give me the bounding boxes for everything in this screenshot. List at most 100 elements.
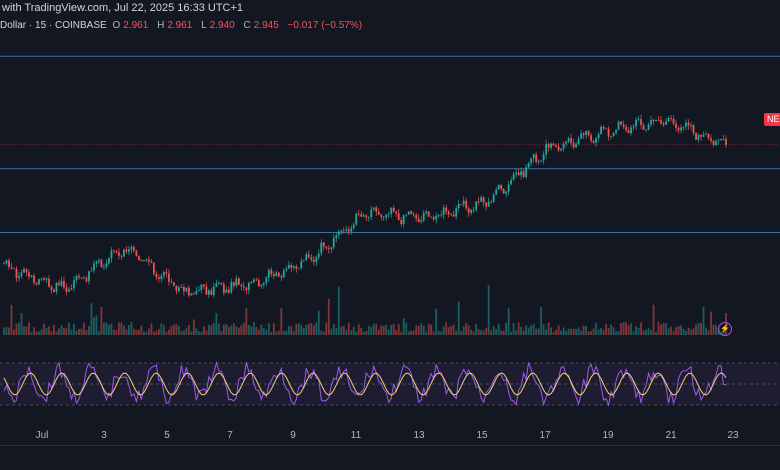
candle-body: [407, 211, 410, 215]
volume-bar: [372, 323, 375, 335]
candle-body: [150, 261, 153, 263]
candle-body: [33, 275, 35, 283]
volume-bar: [500, 330, 503, 335]
candle-body: [197, 289, 200, 291]
volume-bar: [402, 318, 405, 335]
candle-body: [35, 282, 38, 285]
candle-body: [617, 121, 620, 130]
ohlc-change: −0.017 (−0.57%): [287, 20, 363, 31]
volume-bar: [88, 326, 90, 335]
candle-body: [482, 197, 485, 203]
volume-bar: [567, 328, 570, 335]
volume-bar: [502, 330, 505, 335]
candle-body: [50, 286, 53, 290]
candle-body: [685, 122, 687, 127]
volume-bar: [352, 327, 355, 335]
volume-bar: [215, 313, 218, 335]
volume-bar: [55, 331, 58, 335]
volume-bar: [600, 328, 602, 335]
volume-bar: [492, 326, 495, 335]
volume-bar: [138, 329, 140, 335]
candle-body: [492, 194, 495, 203]
volume-bar: [400, 331, 403, 335]
candle-body: [300, 261, 303, 269]
volume-bar: [580, 330, 583, 335]
candle-body: [490, 201, 493, 203]
volume-bar: [123, 325, 125, 335]
candle-body: [515, 172, 518, 175]
time-axis-label: 19: [602, 430, 614, 441]
candle-body: [387, 213, 390, 215]
volume-bar: [305, 324, 308, 335]
candle-body: [467, 208, 470, 213]
volume-bar: [33, 327, 35, 335]
candle-body: [592, 140, 595, 143]
volume-bar: [587, 331, 590, 335]
candle-body: [227, 289, 230, 293]
lightning-icon[interactable]: ⚡: [718, 322, 732, 336]
volume-bar: [417, 326, 420, 335]
volume-bar: [220, 331, 223, 335]
volume-bar: [610, 324, 612, 335]
volume-bar: [390, 324, 393, 335]
candle-body: [445, 207, 448, 212]
candle-body: [570, 138, 573, 143]
volume-bar: [570, 328, 573, 335]
volume-bar: [227, 326, 230, 335]
candle-body: [520, 171, 523, 176]
candle-body: [722, 138, 725, 140]
candle-body: [692, 125, 695, 133]
candle-body: [103, 266, 105, 268]
price-chart[interactable]: [0, 30, 780, 424]
volume-bar: [332, 324, 335, 335]
volume-bar: [240, 325, 243, 335]
volume-bar: [307, 323, 310, 335]
candle-body: [245, 287, 248, 291]
candle-body: [455, 208, 458, 217]
candle-body: [152, 262, 155, 274]
volume-bar: [237, 327, 240, 335]
candle-body: [580, 133, 583, 139]
candle-body: [257, 280, 260, 287]
candle-body: [355, 213, 358, 225]
candle-body: [705, 134, 707, 135]
volume-bar: [367, 325, 370, 335]
volume-bar: [272, 323, 275, 335]
candle-body: [417, 218, 420, 222]
candle-body: [572, 142, 575, 148]
candle-body: [710, 138, 712, 141]
volume-bar: [675, 327, 677, 335]
candle-body: [527, 163, 530, 168]
volume-bar: [285, 330, 288, 335]
volume-bar: [595, 323, 597, 335]
volume-bar: [652, 304, 655, 335]
symbol-name[interactable]: Dollar · 15 · COINBASE: [0, 20, 107, 31]
candle-body: [390, 207, 393, 214]
candle-body: [535, 154, 538, 162]
candle-body: [447, 211, 450, 215]
candle-body: [217, 283, 220, 285]
candle-body: [470, 209, 473, 213]
volume-bar: [165, 331, 168, 335]
volume-bar: [635, 326, 637, 335]
candle-body: [88, 271, 90, 282]
volume-bar: [143, 331, 145, 335]
candle-body: [707, 134, 710, 139]
candle-body: [177, 287, 180, 291]
candle-body: [665, 121, 667, 125]
volume-bar: [525, 325, 528, 335]
volume-bar: [232, 323, 235, 335]
volume-bar: [207, 324, 210, 335]
candle-body: [717, 140, 720, 142]
bottom-toolbar: [0, 445, 780, 470]
candle-body: [98, 260, 100, 262]
volume-bar: [265, 329, 268, 335]
symbol-info-line: Dollar · 15 · COINBASE O 2.961 H 2.961 L 2.…: [0, 18, 365, 34]
volume-bar: [185, 328, 188, 335]
volume-bar: [615, 331, 617, 335]
volume-bar: [225, 323, 228, 335]
candle-body: [202, 284, 205, 287]
candle-body: [715, 141, 717, 145]
volume-bar: [432, 331, 435, 335]
candle-body: [80, 277, 83, 279]
